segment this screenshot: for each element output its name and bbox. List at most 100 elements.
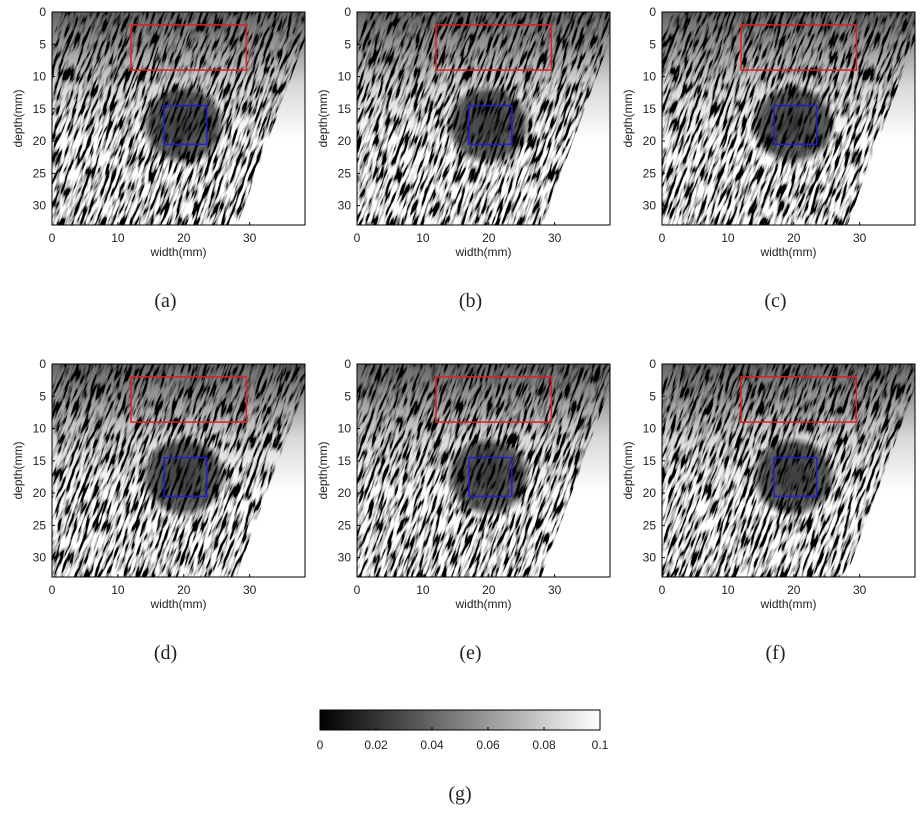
y-tick-label: 25 [643, 518, 657, 532]
x-tick-label: 20 [787, 231, 801, 245]
x-tick-label: 20 [482, 231, 496, 245]
y-tick-label: 10 [338, 70, 352, 84]
y-axis-label: depth(mm) [316, 441, 330, 499]
y-axis-label: depth(mm) [11, 89, 25, 147]
y-tick-label: 25 [33, 166, 47, 180]
panel: 0 10 20 30 0 5 10 15 20 25 30 width(mm) depth(mm) (e) [316, 357, 611, 664]
x-tick-label: 10 [721, 583, 735, 597]
x-tick-label: 0 [354, 231, 361, 245]
x-tick-label: 0 [659, 583, 666, 597]
roi-box [468, 456, 513, 498]
roi-box [740, 24, 858, 71]
caption: (f) [766, 642, 786, 664]
y-axis-label: depth(mm) [11, 441, 25, 499]
y-tick-label: 0 [344, 5, 351, 19]
roi-box [468, 104, 513, 146]
y-tick-label: 0 [39, 5, 46, 19]
ultrasound-image [357, 364, 610, 577]
caption: (e) [459, 642, 481, 664]
frame [356, 363, 611, 578]
panel: 0 10 20 30 0 5 10 15 20 25 30 width(mm) depth(mm) (f) [621, 357, 916, 664]
caption: (d) [154, 642, 177, 664]
x-axis-label: width(mm) [760, 597, 817, 611]
cyst [445, 84, 532, 166]
x-tick-label: 30 [548, 583, 562, 597]
x-tick-label: 0 [49, 583, 56, 597]
y-tick-label: 30 [338, 551, 352, 565]
panel: 0 10 20 30 0 5 10 15 20 25 30 width(mm) depth(mm) (a) [11, 5, 306, 312]
y-tick-label: 0 [649, 5, 656, 19]
y-tick-label: 5 [649, 389, 656, 403]
x-tick-label: 30 [243, 583, 257, 597]
y-tick-label: 30 [643, 551, 657, 565]
y-tick-label: 10 [338, 422, 352, 436]
y-tick-label: 30 [33, 199, 47, 213]
x-tick-label: 20 [177, 583, 191, 597]
ultrasound-image [357, 12, 610, 225]
y-tick-label: 30 [338, 199, 352, 213]
cyst [445, 436, 532, 518]
y-tick-label: 20 [338, 486, 352, 500]
caption: (c) [764, 290, 786, 312]
panel: 0 10 20 30 0 5 10 15 20 25 30 width(mm) depth(mm) (c) [621, 5, 916, 312]
y-tick-label: 30 [643, 199, 657, 213]
roi-box [163, 456, 208, 498]
panel: 0 10 20 30 0 5 10 15 20 25 30 width(mm) depth(mm) (b) [316, 5, 611, 312]
x-tick-label: 10 [721, 231, 735, 245]
x-tick-label: 30 [853, 583, 867, 597]
roi-box [773, 456, 818, 498]
ultrasound-image [662, 364, 915, 577]
x-tick-label: 10 [416, 583, 430, 597]
y-tick-label: 20 [33, 134, 47, 148]
ultrasound-image [662, 12, 915, 225]
caption: (b) [459, 290, 482, 312]
colorbar-scale [319, 709, 601, 731]
colorbar: 0 0.02 0.04 0.06 0.08 0.1 (g) [317, 709, 609, 805]
x-tick-label: 30 [243, 231, 257, 245]
x-tick-label: 20 [787, 583, 801, 597]
y-tick-label: 5 [344, 389, 351, 403]
y-tick-label: 15 [643, 102, 657, 116]
roi-box [435, 376, 553, 423]
roi-box [773, 104, 818, 146]
y-tick-label: 20 [643, 134, 657, 148]
x-tick-label: 10 [111, 231, 125, 245]
y-tick-label: 5 [39, 37, 46, 51]
y-tick-label: 25 [338, 166, 352, 180]
x-tick-label: 10 [416, 231, 430, 245]
x-axis-label: width(mm) [760, 245, 817, 259]
panel: 0 10 20 30 0 5 10 15 20 25 30 width(mm) depth(mm) (d) [11, 357, 306, 664]
y-tick-label: 5 [344, 37, 351, 51]
x-tick-label: 0 [659, 231, 666, 245]
x-tick-label: 20 [482, 583, 496, 597]
ultrasound-image [52, 12, 305, 225]
frame [661, 363, 916, 578]
y-tick-label: 15 [33, 102, 47, 116]
x-axis-label: width(mm) [455, 245, 512, 259]
y-axis-label: depth(mm) [316, 89, 330, 147]
x-tick-label: 0.1 [592, 738, 609, 752]
y-tick-label: 15 [33, 454, 47, 468]
frame [51, 11, 306, 226]
cyst [750, 436, 837, 518]
y-tick-label: 15 [338, 102, 352, 116]
x-tick-label: 0.06 [476, 738, 500, 752]
y-tick-label: 25 [33, 518, 47, 532]
roi-box [130, 24, 248, 71]
ultrasound-image [52, 364, 305, 577]
roi-box [435, 24, 553, 71]
y-tick-label: 20 [33, 486, 47, 500]
caption: (g) [448, 783, 471, 805]
x-axis-label: width(mm) [150, 245, 207, 259]
x-tick-label: 0.08 [532, 738, 556, 752]
y-tick-label: 20 [643, 486, 657, 500]
x-tick-label: 0 [354, 583, 361, 597]
y-tick-label: 30 [33, 551, 47, 565]
y-tick-label: 25 [338, 518, 352, 532]
x-tick-label: 0 [317, 738, 324, 752]
roi-box [130, 376, 248, 423]
y-tick-label: 10 [33, 70, 47, 84]
y-tick-label: 10 [33, 422, 47, 436]
x-tick-label: 30 [853, 231, 867, 245]
